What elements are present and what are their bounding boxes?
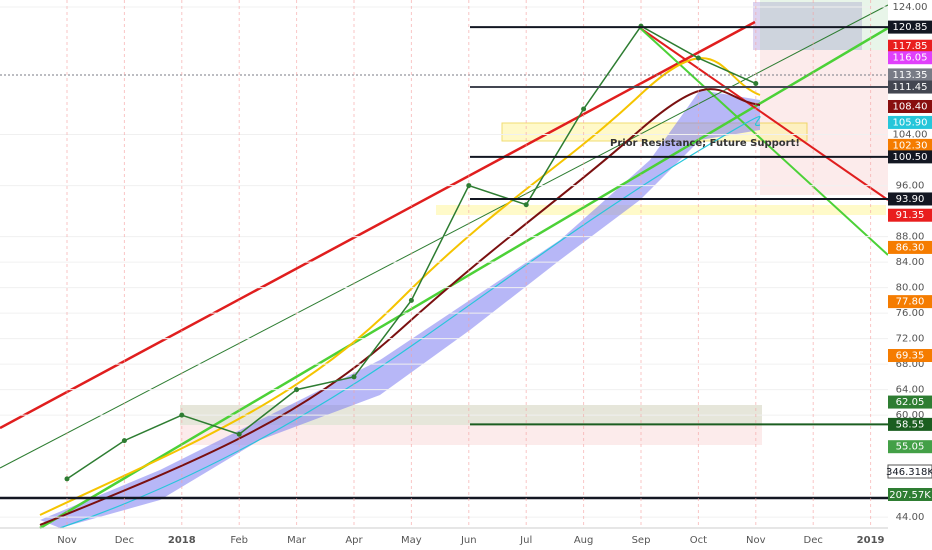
support-zone xyxy=(436,205,886,215)
y-tick-label: 80.00 xyxy=(896,283,925,294)
price-tag xyxy=(888,240,932,254)
x-tick-label: Feb xyxy=(230,535,248,546)
price-tag-label: 55.05 xyxy=(896,442,925,453)
projection-box xyxy=(753,2,862,50)
trend-line xyxy=(0,20,756,430)
x-tick-label: Dec xyxy=(115,535,134,546)
price-tag-label: 116.05 xyxy=(893,53,928,64)
price-tag-label: 62.05 xyxy=(896,397,925,408)
x-tick-label: 2018 xyxy=(168,535,196,546)
volume-tag xyxy=(887,464,932,479)
price-point xyxy=(695,55,701,61)
price-tag-label: 91.35 xyxy=(896,210,925,221)
price-tag xyxy=(888,349,932,363)
moving-average xyxy=(39,57,761,516)
price-point xyxy=(64,476,70,482)
price-tag-label: 113.35 xyxy=(893,70,928,81)
y-tick-label: 104.00 xyxy=(893,130,928,141)
price-tag xyxy=(888,395,932,409)
price-tag xyxy=(888,295,932,309)
price-tag-label: 86.30 xyxy=(896,242,925,253)
plot-area xyxy=(0,0,888,528)
x-tick-label: May xyxy=(401,535,422,546)
y-tick-label: 72.00 xyxy=(896,334,925,345)
price-tag xyxy=(888,20,932,34)
price-point xyxy=(179,412,185,418)
price-tag-label: 69.35 xyxy=(896,351,925,362)
x-tick-label: Jun xyxy=(460,535,477,546)
x-tick-label: Mar xyxy=(287,535,307,546)
trend-line xyxy=(639,27,889,256)
price-point xyxy=(753,81,759,87)
price-point xyxy=(351,374,357,380)
price-tag-label: 100.50 xyxy=(893,152,928,163)
price-point xyxy=(236,431,242,437)
annotation: Prior Resistance; Future Support! xyxy=(610,138,800,149)
price-tag-label: 111.45 xyxy=(893,82,928,93)
price-tag-label: 58.55 xyxy=(896,419,925,430)
moving-average xyxy=(59,115,761,529)
cloud xyxy=(40,90,760,528)
price-tag xyxy=(888,51,932,65)
x-tick-label: Apr xyxy=(345,535,363,546)
x-tick-label: Oct xyxy=(690,535,707,546)
trend-line xyxy=(639,27,889,201)
y-tick-label: 60.00 xyxy=(896,410,925,421)
price-tag-label: 117.85 xyxy=(893,41,928,52)
y-tick-label: 68.00 xyxy=(896,359,925,370)
price-tag xyxy=(888,440,932,454)
price-point xyxy=(466,183,472,189)
y-tick-label: 124.00 xyxy=(893,2,928,13)
price-point xyxy=(523,202,529,208)
price-tag xyxy=(888,68,932,82)
x-tick-label: Dec xyxy=(804,535,823,546)
volume-label: 207.57K xyxy=(889,490,931,501)
x-tick-label: Sep xyxy=(632,535,651,546)
price-point xyxy=(121,438,127,444)
moving-average xyxy=(39,88,761,526)
y-tick-label: 88.00 xyxy=(896,232,925,243)
y-tick-label: 76.00 xyxy=(896,308,925,319)
price-tag-label: 105.90 xyxy=(893,117,928,128)
price-tag-label: 93.90 xyxy=(896,194,925,205)
x-tick-label: Nov xyxy=(746,535,766,546)
price-tag xyxy=(888,417,932,431)
x-tick-label: 2019 xyxy=(857,535,885,546)
price-tag xyxy=(888,208,932,222)
volume-tag xyxy=(888,488,932,501)
volume-label: 346.318K xyxy=(886,467,932,478)
x-tick-label: Nov xyxy=(57,535,77,546)
price-tag xyxy=(888,138,932,152)
y-tick-label: 44.00 xyxy=(896,512,925,523)
price-tag xyxy=(888,192,932,206)
price-tag xyxy=(888,115,932,129)
price-tag-label: 102.30 xyxy=(893,140,928,151)
x-tick-label: Aug xyxy=(574,535,594,546)
price-point xyxy=(408,297,414,303)
price-tag xyxy=(888,150,932,164)
reward-box xyxy=(760,0,888,50)
price-tag-label: 108.40 xyxy=(893,101,928,112)
price-tag-label: 77.80 xyxy=(896,297,925,308)
price-tag-label: 120.85 xyxy=(893,22,928,33)
price-point xyxy=(294,387,300,393)
y-tick-label: 84.00 xyxy=(896,257,925,268)
price-tag xyxy=(888,99,932,113)
price-point xyxy=(581,106,587,112)
y-tick-label: 96.00 xyxy=(896,181,925,192)
x-tick-label: Jul xyxy=(519,535,532,546)
price-tag xyxy=(888,80,932,94)
y-tick-label: 64.00 xyxy=(896,385,925,396)
price-tag xyxy=(888,39,932,53)
